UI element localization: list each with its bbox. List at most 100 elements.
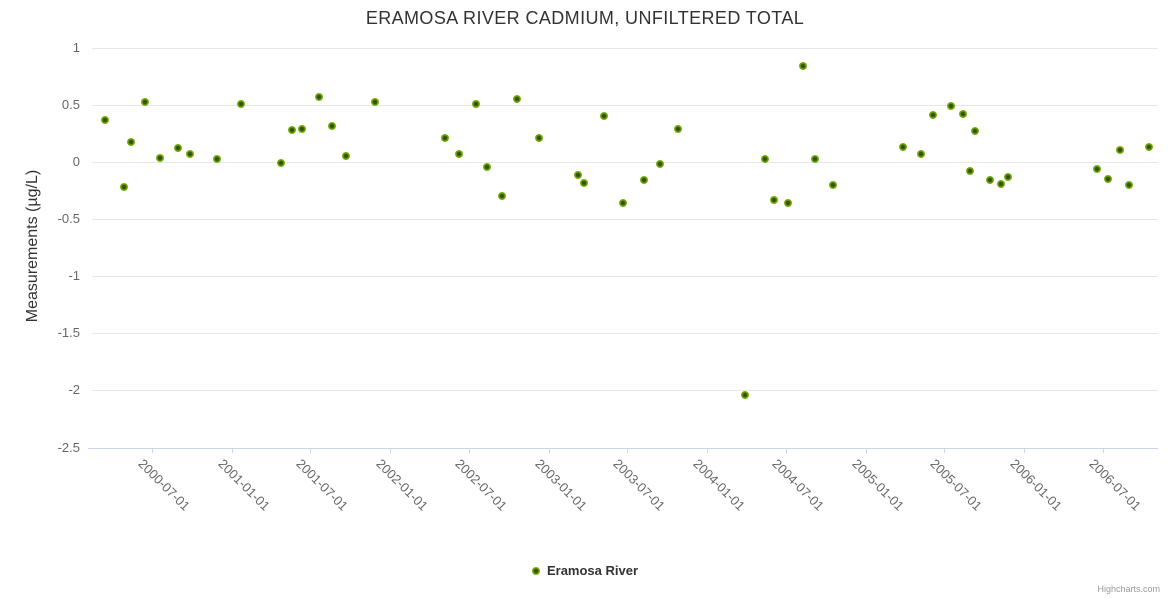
data-point[interactable] (656, 160, 665, 169)
x-axis-tick (231, 447, 233, 453)
y-axis-label: 0 (72, 154, 80, 170)
data-point[interactable] (315, 93, 323, 102)
data-point[interactable] (328, 121, 337, 130)
gridline (92, 333, 1158, 335)
data-point[interactable] (770, 195, 779, 204)
data-point[interactable] (186, 150, 195, 159)
x-axis-tick (151, 447, 153, 453)
gridline (92, 162, 1158, 164)
x-axis-tick (786, 447, 788, 453)
data-point[interactable] (1116, 145, 1125, 154)
legend-label: Eramosa River (546, 563, 639, 578)
data-point[interactable] (799, 62, 808, 71)
x-axis-tick (1024, 447, 1026, 453)
y-axis-label: -1 (68, 268, 80, 284)
data-point[interactable] (1092, 164, 1101, 173)
data-point[interactable] (899, 143, 908, 152)
data-point[interactable] (482, 162, 491, 171)
data-point[interactable] (761, 154, 770, 163)
x-axis-label: 2000-07-01 (135, 455, 193, 514)
data-point[interactable] (996, 179, 1005, 188)
x-axis-label: 2005-07-01 (927, 455, 986, 514)
data-point[interactable] (966, 167, 975, 176)
data-point[interactable] (119, 183, 128, 192)
data-point[interactable] (829, 180, 838, 189)
data-point[interactable] (929, 111, 938, 120)
data-point[interactable] (1104, 175, 1113, 184)
data-point[interactable] (454, 150, 463, 159)
x-axis-label: 2006-07-01 (1086, 455, 1144, 514)
x-axis-label: 2001-07-01 (293, 455, 352, 514)
data-point[interactable] (472, 99, 481, 108)
data-point[interactable] (140, 97, 149, 106)
data-point[interactable] (298, 125, 307, 134)
x-axis-tick (1102, 447, 1104, 453)
data-point[interactable] (498, 192, 507, 201)
gridline (92, 219, 1158, 221)
data-point[interactable] (946, 102, 955, 111)
gridline (92, 390, 1158, 392)
x-axis-tick (310, 447, 312, 453)
data-point[interactable] (811, 154, 820, 163)
data-point[interactable] (276, 159, 285, 168)
data-point[interactable] (600, 112, 609, 121)
x-axis-tick (865, 447, 867, 453)
x-axis-tick (707, 447, 709, 453)
data-point[interactable] (512, 95, 521, 104)
data-point[interactable] (370, 97, 379, 106)
x-axis-tick (627, 447, 629, 453)
data-point[interactable] (1145, 143, 1154, 152)
x-axis-label: 2006-01-01 (1007, 455, 1066, 514)
data-point[interactable] (440, 134, 449, 143)
x-axis-line (88, 447, 1158, 449)
data-point[interactable] (1124, 180, 1133, 189)
data-point[interactable] (101, 115, 110, 124)
data-point[interactable] (673, 125, 682, 134)
legend-marker-icon (531, 566, 540, 575)
x-axis-tick (468, 447, 470, 453)
data-point[interactable] (213, 154, 221, 163)
data-point[interactable] (127, 137, 136, 146)
data-point[interactable] (640, 176, 649, 185)
data-point[interactable] (784, 199, 793, 208)
x-axis-label: 2004-01-01 (690, 455, 749, 514)
gridline (92, 276, 1158, 278)
y-axis-label: -0.5 (57, 211, 80, 227)
x-axis-label: 2004-07-01 (769, 455, 828, 514)
data-point[interactable] (986, 176, 995, 185)
chart-title: ERAMOSA RIVER CADMIUM, UNFILTERED TOTAL (365, 8, 805, 28)
y-axis-label: -1.5 (57, 325, 80, 341)
y-axis-label: -2 (68, 382, 80, 398)
data-point[interactable] (173, 144, 182, 153)
data-point[interactable] (580, 178, 589, 187)
data-point[interactable] (155, 153, 164, 162)
data-point[interactable] (740, 390, 749, 399)
x-axis-label: 2005-01-01 (849, 455, 907, 514)
credits-link[interactable]: Highcharts.com (1097, 584, 1160, 594)
data-point[interactable] (535, 134, 544, 143)
data-point[interactable] (341, 152, 350, 161)
data-point[interactable] (236, 99, 245, 108)
legend[interactable]: Eramosa River (0, 563, 1170, 578)
data-point[interactable] (970, 127, 979, 136)
x-axis-label: 2002-01-01 (373, 455, 432, 514)
gridline (92, 48, 1158, 49)
y-axis-label: -2.5 (57, 439, 80, 455)
data-point[interactable] (959, 110, 968, 119)
y-axis-label: 1 (72, 40, 80, 55)
x-axis-label: 2003-01-01 (531, 455, 590, 514)
y-axis-label: 0.5 (61, 97, 80, 113)
x-axis-tick (944, 447, 946, 453)
x-axis-label: 2002-07-01 (452, 455, 510, 514)
data-point[interactable] (917, 150, 925, 159)
x-axis-label: 2003-07-01 (610, 455, 669, 514)
x-axis-tick (390, 447, 392, 453)
x-axis-label: 2001-01-01 (215, 455, 273, 514)
x-axis-tick (548, 447, 550, 453)
data-point[interactable] (619, 199, 628, 208)
gridline (92, 105, 1158, 107)
data-point[interactable] (574, 170, 583, 179)
data-point[interactable] (1003, 172, 1012, 181)
data-point[interactable] (288, 126, 297, 135)
